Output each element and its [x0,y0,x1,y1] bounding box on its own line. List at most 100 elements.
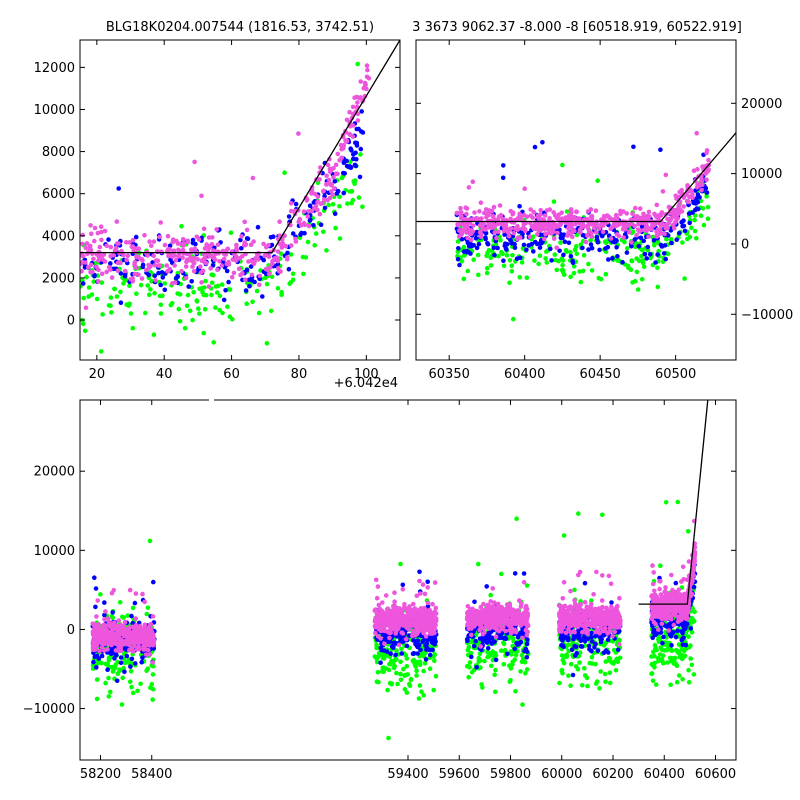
p1-point-series0 [127,283,132,289]
p2-point-series0 [551,199,557,204]
p1-point-series0 [108,295,114,300]
p1-point-series2 [331,166,336,171]
p3-point-season1 [373,630,378,636]
p1-point-series2 [261,241,266,247]
p2-point-series2 [490,213,496,219]
p1-point-series1 [238,237,243,243]
p1-point-series2 [275,265,281,271]
p2-point-series1 [521,242,527,248]
p1-point-series0 [179,224,184,229]
p3-point-season4 [675,628,680,634]
p3-point-season2 [476,561,481,567]
p2-point-series2 [486,208,492,213]
p1-point-series2 [128,277,133,282]
p3-point-season3 [603,659,609,664]
p2-point-series1 [653,260,658,265]
p3-point-season3 [589,598,594,603]
p3-point-season1 [399,651,405,656]
p1-point-series1 [359,109,365,114]
p1-point-series2 [203,255,208,261]
p2-point-series2 [624,211,629,216]
p3-point-season1 [398,561,403,567]
p3-point-season4 [668,634,674,639]
p2-point-series1 [468,251,473,256]
p3-point-season2 [508,678,513,683]
p1-point-series1 [186,284,191,289]
p2-point-series0 [465,268,471,274]
p2-point-series2 [480,221,485,226]
p1-point-series2 [83,245,89,251]
p1-point-series2 [130,237,136,243]
p3-point-season0 [102,600,107,605]
p3-point-season2 [476,659,482,664]
p1-point-series1 [106,237,111,242]
p1-point-series0 [109,310,114,315]
p3-point-season4 [689,662,695,668]
p3-point-season1 [421,668,426,674]
p2-point-series0 [536,261,541,267]
p3-point-season4 [656,639,662,644]
p3-point-season1 [384,607,390,612]
p3-point-season1 [409,623,415,628]
p3-point-season1 [392,590,397,595]
p1-point-series1 [82,265,88,270]
p3-point-season2 [481,601,486,607]
p3-point-season2 [521,580,527,585]
p1-point-series2 [116,260,122,265]
p2-point-series1 [568,253,574,259]
p2-point-series0 [532,258,537,263]
p3-point-season1 [391,607,397,613]
p1-point-series2 [365,67,370,73]
p2-point-series2 [464,211,469,217]
p1-point-series0 [209,272,214,278]
p1-point-series0 [337,204,342,209]
p3-point-season4 [686,667,691,673]
p3-point-season1 [418,628,423,633]
p3-point-season1 [417,591,423,596]
p1-point-series0 [312,243,318,248]
p2-point-series0 [559,256,565,261]
p3-point-season1 [430,640,435,645]
p2-point-series2 [585,233,590,238]
p3-point-season2 [502,636,508,641]
p3-point-season0 [102,612,107,618]
p1-point-series2 [191,269,197,274]
p1-point-series0 [149,279,154,284]
p3-point-season1 [374,595,380,601]
p3-point-season1 [394,670,399,676]
p1-point-series2 [283,243,289,249]
p3-point-season1 [374,659,380,665]
p2-point-series0 [665,251,671,257]
p1-point-series2 [111,252,116,258]
p2-point-series2 [566,213,572,219]
p2-point-series2 [538,207,543,213]
p2-point-series2 [502,227,508,233]
p2-point-series2 [585,209,591,214]
p1-point-series0 [220,310,225,316]
p1-point-series1 [160,275,166,280]
p3-point-season0 [143,646,148,652]
p3-point-season2 [471,643,477,649]
p3-point-season1 [408,610,414,616]
p3-point-season1 [401,666,406,672]
p1-point-series2 [198,264,203,270]
p2-point-series0 [693,213,698,218]
p3-point-season1 [404,664,410,669]
p2-point-series0 [641,264,647,270]
p2-point-series0 [655,284,661,290]
p2-point-series1 [540,140,545,145]
p2-point-series0 [574,251,580,257]
p2-point-series0 [498,237,503,243]
p3-point-season0 [147,634,152,640]
p2-point-series2 [455,222,460,227]
p3-point-season4 [652,665,657,670]
p3-point-season1 [398,677,404,683]
p1-point-series1 [80,281,86,286]
p2-point-series2 [506,233,512,239]
p1-point-series1 [116,186,121,191]
p3-point-season0 [110,615,116,620]
p3-point-season0 [118,643,124,649]
p3-point-season3 [566,673,571,678]
p3-point-season1 [396,642,402,648]
